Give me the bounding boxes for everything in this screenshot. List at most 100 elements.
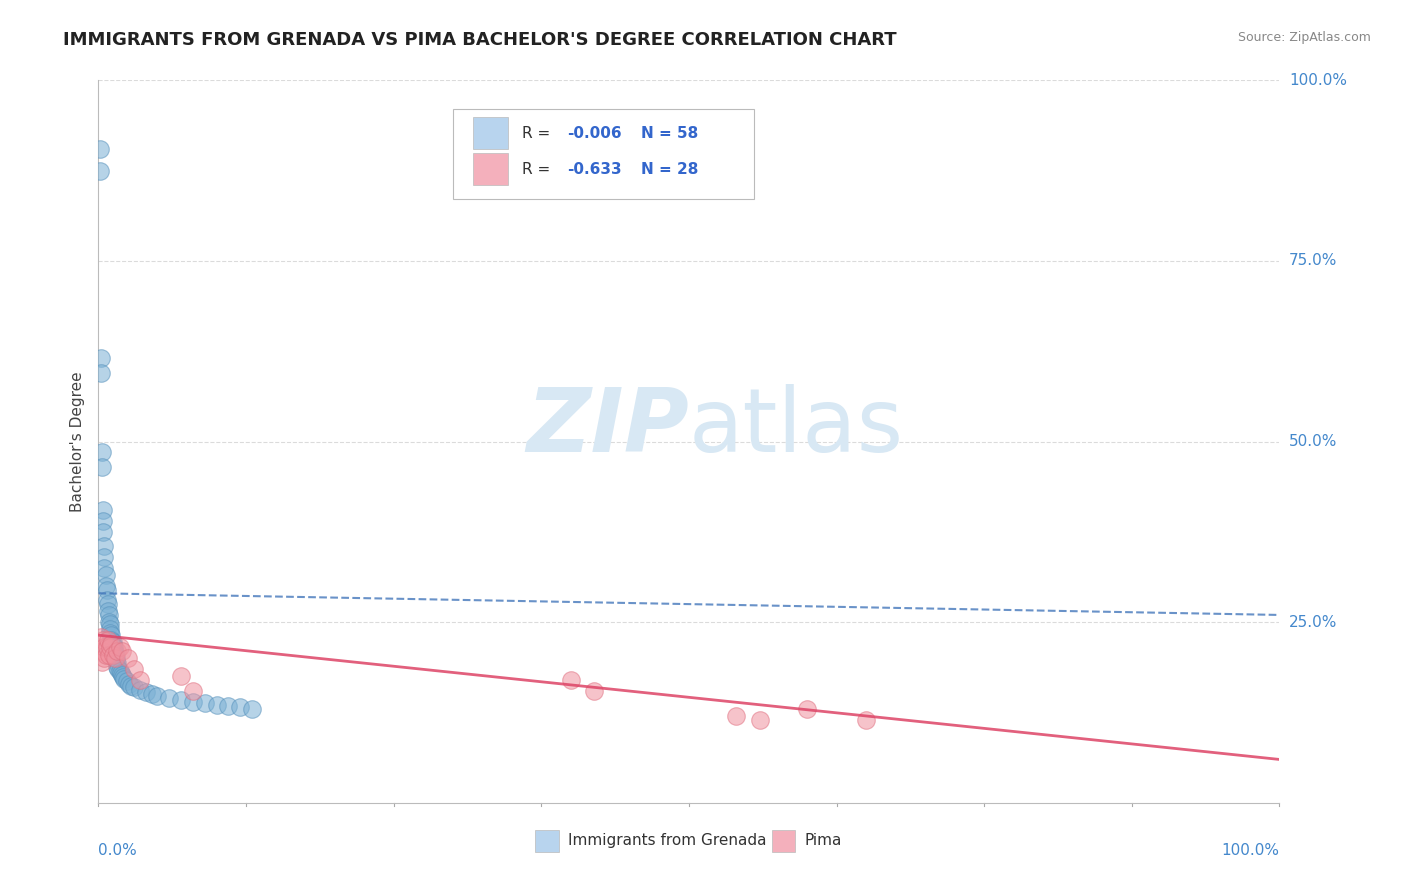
Point bbox=[583, 683, 606, 698]
Point bbox=[105, 654, 128, 668]
Point bbox=[107, 662, 129, 676]
Point bbox=[170, 669, 193, 683]
Point bbox=[98, 626, 121, 640]
Point bbox=[94, 579, 117, 593]
Point bbox=[93, 539, 115, 553]
Point bbox=[97, 597, 120, 611]
Point bbox=[108, 640, 131, 655]
Text: -0.006: -0.006 bbox=[567, 126, 621, 141]
Point bbox=[105, 657, 128, 671]
Point bbox=[108, 665, 131, 679]
Point bbox=[94, 648, 117, 662]
Point bbox=[105, 660, 128, 674]
Point bbox=[91, 633, 114, 648]
Point bbox=[748, 713, 770, 727]
Point bbox=[91, 655, 114, 669]
Point bbox=[101, 648, 124, 662]
Text: N = 28: N = 28 bbox=[641, 161, 697, 177]
Point bbox=[111, 668, 134, 682]
Point bbox=[112, 670, 135, 684]
Point bbox=[104, 651, 127, 665]
Point bbox=[141, 687, 163, 701]
Point bbox=[229, 700, 252, 714]
Point bbox=[796, 702, 818, 716]
Point bbox=[97, 604, 120, 618]
Point bbox=[146, 689, 169, 703]
Point bbox=[98, 623, 121, 637]
FancyBboxPatch shape bbox=[472, 153, 508, 186]
Point bbox=[104, 646, 127, 660]
Point bbox=[90, 351, 112, 366]
Point bbox=[98, 640, 121, 655]
Point bbox=[90, 630, 112, 644]
Point bbox=[194, 696, 217, 710]
Text: Pima: Pima bbox=[804, 833, 842, 848]
Point bbox=[101, 635, 124, 649]
Point bbox=[90, 366, 112, 380]
Point bbox=[89, 142, 111, 156]
Point bbox=[115, 674, 138, 689]
Point bbox=[89, 163, 111, 178]
Point bbox=[121, 679, 143, 693]
Point bbox=[181, 683, 204, 698]
Point bbox=[103, 640, 125, 655]
Text: ZIP: ZIP bbox=[526, 384, 689, 471]
Text: R =: R = bbox=[523, 126, 555, 141]
Point bbox=[96, 640, 118, 655]
Point bbox=[104, 648, 127, 663]
Point bbox=[93, 550, 115, 565]
Point bbox=[93, 640, 115, 655]
Text: 0.0%: 0.0% bbox=[98, 843, 138, 857]
Point bbox=[91, 514, 114, 528]
FancyBboxPatch shape bbox=[453, 109, 754, 200]
Point bbox=[100, 637, 122, 651]
Point bbox=[93, 561, 115, 575]
Text: 100.0%: 100.0% bbox=[1289, 73, 1347, 87]
Point bbox=[96, 593, 118, 607]
Text: 25.0%: 25.0% bbox=[1289, 615, 1337, 630]
Point bbox=[110, 665, 132, 680]
Point bbox=[100, 628, 122, 642]
Point bbox=[93, 651, 115, 665]
Text: 50.0%: 50.0% bbox=[1289, 434, 1337, 449]
Point bbox=[91, 503, 114, 517]
Y-axis label: Bachelor's Degree: Bachelor's Degree bbox=[69, 371, 84, 512]
Point bbox=[117, 651, 139, 665]
Point bbox=[103, 644, 125, 658]
Point bbox=[111, 644, 134, 658]
Point bbox=[128, 683, 150, 698]
Text: 100.0%: 100.0% bbox=[1222, 843, 1279, 857]
Point bbox=[98, 648, 121, 662]
Point bbox=[122, 680, 145, 694]
Point bbox=[94, 568, 117, 582]
Text: atlas: atlas bbox=[689, 384, 904, 471]
Point bbox=[91, 644, 114, 658]
Point bbox=[122, 662, 145, 676]
Text: R =: R = bbox=[523, 161, 555, 177]
Point bbox=[91, 445, 114, 459]
Point bbox=[105, 651, 128, 665]
Point bbox=[98, 616, 121, 631]
Point bbox=[181, 695, 204, 709]
FancyBboxPatch shape bbox=[536, 830, 560, 852]
Text: N = 58: N = 58 bbox=[641, 126, 697, 141]
Point bbox=[205, 698, 228, 712]
Text: IMMIGRANTS FROM GRENADA VS PIMA BACHELOR'S DEGREE CORRELATION CHART: IMMIGRANTS FROM GRENADA VS PIMA BACHELOR… bbox=[63, 31, 897, 49]
Point bbox=[855, 713, 877, 727]
FancyBboxPatch shape bbox=[472, 117, 508, 149]
FancyBboxPatch shape bbox=[772, 830, 796, 852]
Point bbox=[98, 615, 121, 630]
Point bbox=[91, 524, 114, 539]
Text: Source: ZipAtlas.com: Source: ZipAtlas.com bbox=[1237, 31, 1371, 45]
Point bbox=[100, 633, 122, 648]
Point bbox=[101, 638, 124, 652]
Point bbox=[105, 644, 128, 658]
Point bbox=[560, 673, 582, 687]
Point bbox=[96, 582, 118, 597]
Point bbox=[135, 685, 157, 699]
Point bbox=[112, 672, 135, 686]
Point bbox=[118, 676, 141, 690]
Point bbox=[128, 673, 150, 687]
Point bbox=[98, 607, 121, 622]
Text: Immigrants from Grenada: Immigrants from Grenada bbox=[568, 833, 768, 848]
